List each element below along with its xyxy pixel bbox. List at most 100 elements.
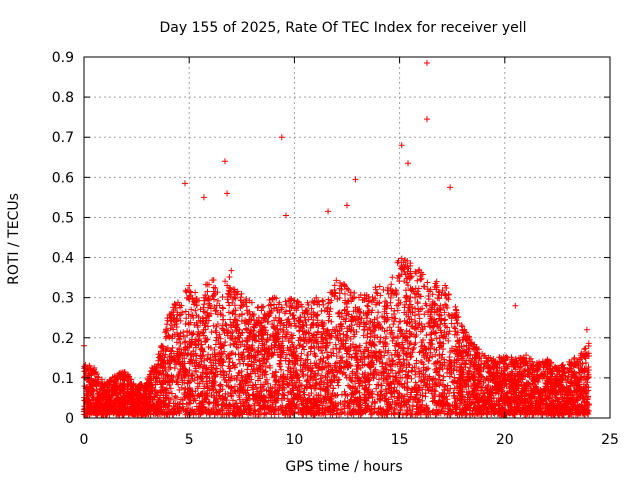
roti-point [394,259,401,266]
roti-point [415,311,422,318]
roti-point [413,360,420,367]
roti-point [571,354,578,361]
roti-point [194,380,201,387]
roti-point [335,377,342,384]
roti-point [432,375,439,382]
roti-point [258,351,265,358]
roti-point [280,391,287,398]
roti-point [419,392,426,399]
roti-point [436,289,443,296]
roti-point [283,351,290,358]
roti-point [291,315,298,322]
roti-point [319,350,326,357]
roti-point [293,384,300,391]
roti-point [203,365,210,372]
roti-point [225,352,232,359]
roti-point [445,311,452,318]
roti-point [386,324,393,331]
roti-point [335,382,342,389]
roti-point [213,323,220,330]
roti-point [192,307,199,314]
roti-point [177,317,184,324]
roti-point [380,286,387,293]
roti-point [378,388,385,395]
roti-point [375,309,382,316]
roti-point [372,366,379,373]
roti-point [419,397,426,404]
roti-point [235,356,242,363]
roti-point [448,370,455,377]
roti-point [285,338,292,345]
roti-point [202,371,209,378]
roti-point [325,370,332,377]
roti-point [446,390,453,397]
roti-point [362,369,369,376]
roti-point [433,335,440,342]
roti-point [188,306,195,313]
roti-point [330,385,337,392]
roti-point [205,351,212,358]
roti-point [428,306,435,313]
roti-point [234,372,241,379]
roti-point [320,355,327,362]
roti-point [582,345,589,352]
roti-point [396,368,403,375]
roti-point [266,297,273,304]
roti-point [357,309,364,316]
roti-point [330,372,337,379]
roti-point [167,364,174,371]
roti-point [238,290,245,297]
roti-point [581,346,588,353]
roti-point [390,321,397,328]
roti-point [338,340,345,347]
roti-point [173,339,180,346]
roti-point [260,303,267,310]
roti-point [433,329,440,336]
roti-point [338,391,345,398]
grid-lines [84,57,610,418]
roti-point [171,365,178,372]
roti-point [337,279,344,286]
roti-point [239,338,246,345]
roti-point [449,378,456,385]
roti-point [380,369,387,376]
roti-point [328,378,335,385]
roti-point [408,286,415,293]
roti-point [423,366,430,373]
roti-point [458,322,465,329]
roti-point [453,306,460,313]
roti-point [253,385,260,392]
roti-point [377,354,384,361]
roti-point [299,382,306,389]
roti-point [313,294,320,301]
roti-point [182,308,189,315]
roti-point [333,277,340,284]
roti-point [421,311,428,318]
roti-point [436,376,443,383]
roti-point [195,328,202,335]
roti-point [485,382,492,389]
roti-point [453,317,460,324]
roti-point [432,351,439,358]
roti-point [312,353,319,360]
roti-point [226,274,233,281]
roti-point [357,291,364,298]
roti-point [226,302,233,309]
roti-point [255,304,262,311]
roti-point [182,320,189,327]
roti-point [219,326,226,333]
roti-point [246,308,253,315]
roti-point [204,288,211,295]
roti-point [295,337,302,344]
roti-point [296,334,303,341]
data-points [81,60,592,418]
roti-point [304,352,311,359]
roti-point [341,290,348,297]
roti-point [414,277,421,284]
roti-point [222,278,229,285]
roti-point [93,373,100,380]
roti-point [389,367,396,374]
roti-point [389,337,396,344]
roti-point [228,393,235,400]
